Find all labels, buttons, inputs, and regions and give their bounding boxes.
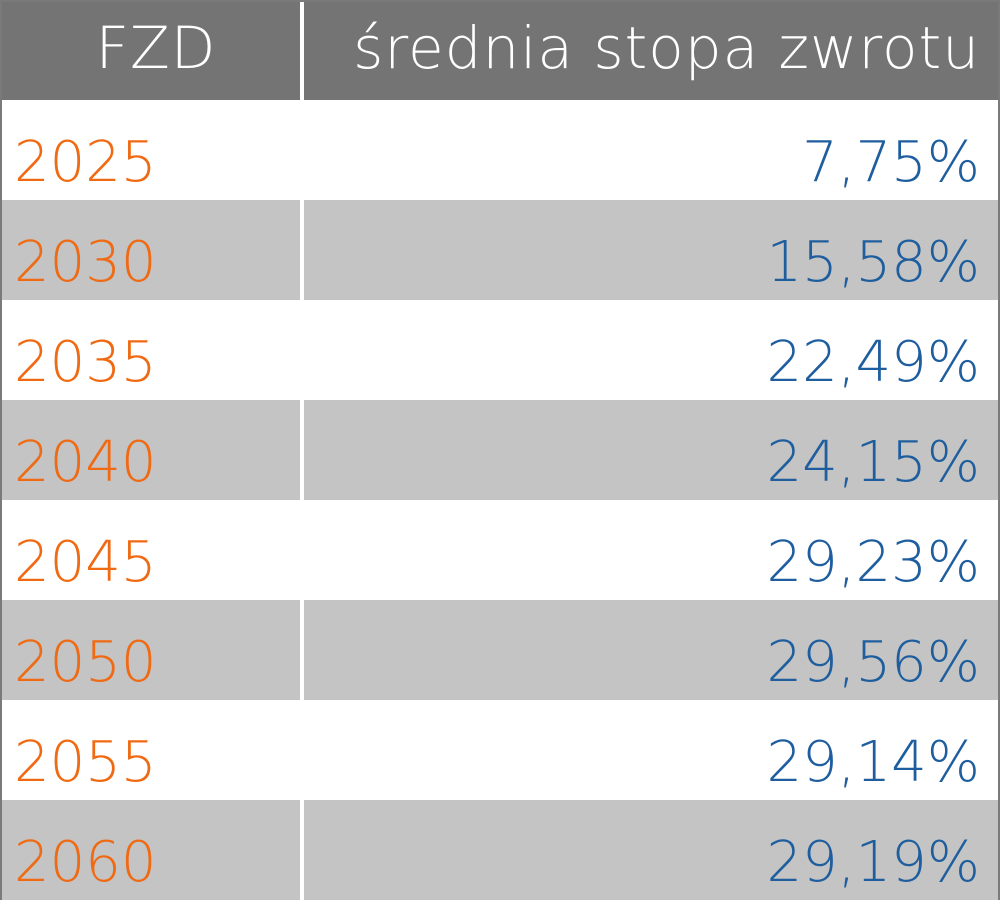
column-divider — [300, 700, 304, 800]
year-cell: 2050 — [2, 600, 304, 700]
year-cell: 2060 — [2, 800, 304, 900]
table-row: 2030 15,58% — [2, 200, 998, 300]
table-row: 2040 24,15% — [2, 400, 998, 500]
year-value: 2055 — [14, 729, 157, 795]
column-divider — [300, 300, 304, 400]
return-value: 15,58% — [766, 229, 980, 295]
column-divider — [300, 500, 304, 600]
return-cell: 7,75% — [302, 100, 998, 200]
header-return-label: średnia stopa zwrotu — [353, 14, 980, 82]
year-cell: 2025 — [2, 100, 304, 200]
return-value: 29,23% — [766, 529, 980, 595]
return-cell: 24,15% — [302, 400, 998, 500]
table-row: 2045 29,23% — [2, 500, 998, 600]
column-divider — [300, 400, 304, 500]
column-divider — [300, 100, 304, 200]
year-value: 2030 — [14, 229, 157, 295]
year-cell: 2040 — [2, 400, 304, 500]
table-header: FZD średnia stopa zwrotu — [2, 2, 998, 100]
header-return: średnia stopa zwrotu — [302, 2, 998, 100]
return-cell: 29,14% — [302, 700, 998, 800]
year-value: 2045 — [14, 529, 157, 595]
column-divider — [300, 600, 304, 700]
column-divider — [300, 200, 304, 300]
year-cell: 2030 — [2, 200, 304, 300]
year-value: 2050 — [14, 629, 157, 695]
return-value: 29,56% — [766, 629, 980, 695]
year-value: 2025 — [14, 129, 157, 195]
table-row: 2055 29,14% — [2, 700, 998, 800]
return-value: 29,14% — [766, 729, 980, 795]
year-cell: 2045 — [2, 500, 304, 600]
table-row: 2035 22,49% — [2, 300, 998, 400]
return-value: 29,19% — [766, 829, 980, 895]
return-value: 22,49% — [766, 329, 980, 395]
return-value: 24,15% — [766, 429, 980, 495]
column-divider — [300, 800, 304, 900]
header-fzd-label: FZD — [95, 14, 217, 82]
header-fzd: FZD — [2, 2, 304, 100]
return-value: 7,75% — [802, 129, 980, 195]
year-value: 2060 — [14, 829, 157, 895]
year-value: 2035 — [14, 329, 157, 395]
year-value: 2040 — [14, 429, 157, 495]
year-cell: 2055 — [2, 700, 304, 800]
table-row: 2025 7,75% — [2, 100, 998, 200]
return-cell: 22,49% — [302, 300, 998, 400]
return-cell: 15,58% — [302, 200, 998, 300]
table-row: 2060 29,19% — [2, 800, 998, 900]
year-cell: 2035 — [2, 300, 304, 400]
return-cell: 29,19% — [302, 800, 998, 900]
return-cell: 29,23% — [302, 500, 998, 600]
table-row: 2050 29,56% — [2, 600, 998, 700]
column-divider — [300, 2, 304, 100]
return-cell: 29,56% — [302, 600, 998, 700]
